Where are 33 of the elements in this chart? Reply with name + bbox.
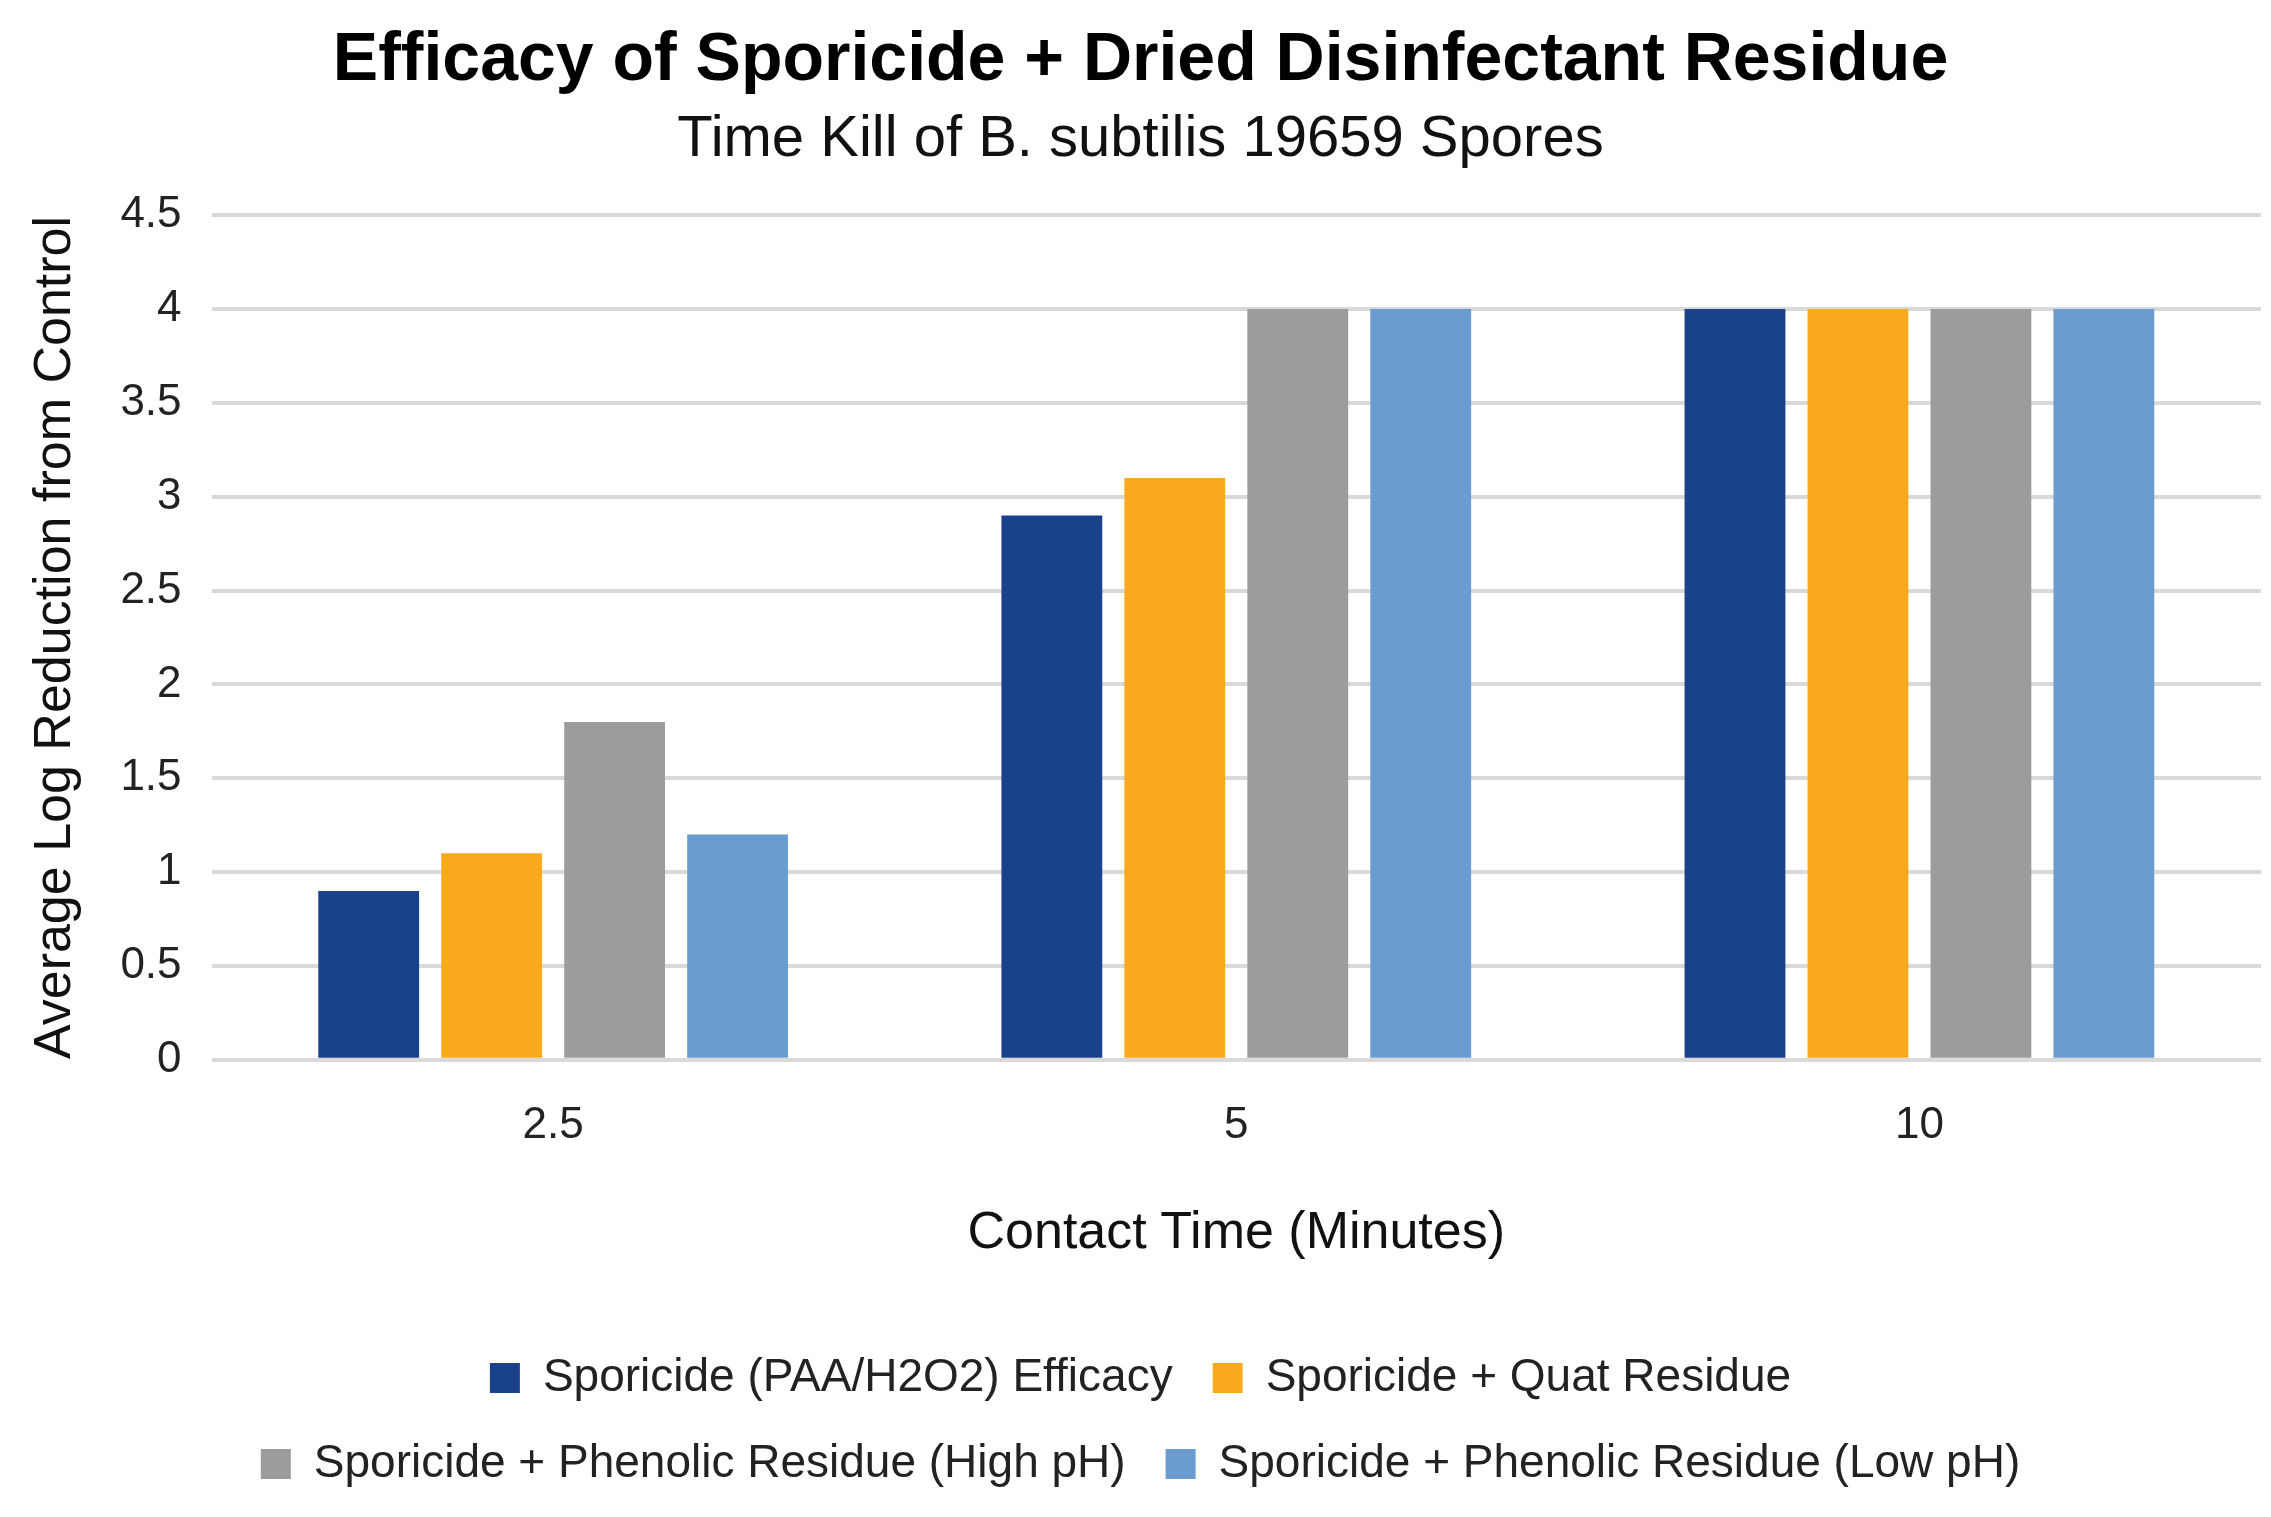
- bar: [1001, 515, 1103, 1058]
- y-tick-label: 1.5: [120, 750, 182, 800]
- x-tick-label: 10: [1894, 1098, 1944, 1148]
- x-tick-label: 2.5: [522, 1098, 584, 1148]
- bar: [564, 721, 666, 1058]
- y-tick-label: 4.5: [120, 187, 182, 237]
- y-tick-label: 1: [157, 844, 182, 894]
- y-tick-label: 0.5: [120, 938, 182, 988]
- y-tick-label: 3.5: [120, 375, 182, 425]
- y-tick-label: 4: [157, 281, 182, 331]
- x-axis-title: Contact Time (Minutes): [967, 1201, 1506, 1260]
- legend-label: Sporicide + Phenolic Residue (High pH): [313, 1434, 1126, 1487]
- bar: [1124, 477, 1226, 1058]
- legend-label: Sporicide (PAA/H2O2) Efficacy: [542, 1348, 1173, 1401]
- bar: [1684, 309, 1786, 1058]
- x-tick-label: 5: [1224, 1098, 1249, 1148]
- bar: [318, 890, 420, 1058]
- legend-label: Sporicide + Phenolic Residue (Low pH): [1218, 1434, 2021, 1487]
- bar: [1247, 309, 1349, 1058]
- y-tick-label: 2.5: [120, 562, 182, 612]
- bar: [687, 834, 788, 1058]
- y-tick-label: 3: [157, 468, 182, 518]
- bar: [1370, 309, 1472, 1058]
- bar: [441, 853, 543, 1058]
- y-tick-label: 2: [157, 656, 182, 706]
- y-axis-title: Average Log Reduction from Control: [22, 215, 81, 1060]
- legend-label: Sporicide + Quat Residue: [1265, 1348, 1792, 1401]
- bar: [1807, 309, 1909, 1058]
- bar: [1930, 309, 2032, 1058]
- chart-title: Efficacy of Sporicide + Dried Disinfectant Residue: [332, 17, 1949, 94]
- chart-subtitle: Time Kill of B. subtilis 19659 Spores: [677, 103, 1604, 169]
- y-tick-label: 0: [157, 1031, 182, 1081]
- bar: [2053, 309, 2155, 1058]
